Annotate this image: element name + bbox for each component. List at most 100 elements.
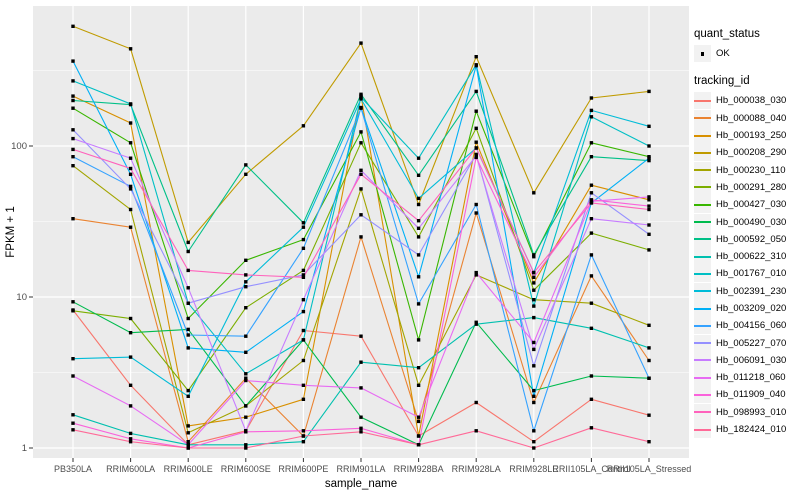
data-point [301, 309, 306, 314]
legend-label: Hb_005227_070 [716, 337, 787, 349]
data-point [359, 334, 363, 338]
data-point [416, 366, 421, 370]
data-point [647, 358, 651, 363]
data-point [71, 413, 75, 417]
legend-label: Hb_000038_030 [716, 95, 787, 107]
legend-key-line-icon [694, 151, 711, 154]
data-point [474, 322, 478, 326]
data-point [647, 144, 651, 148]
data-point [244, 404, 248, 408]
data-point [244, 430, 248, 434]
data-point [647, 195, 651, 199]
data-point [71, 147, 75, 152]
data-point [359, 106, 363, 110]
data-point [647, 124, 651, 128]
data-point [589, 426, 594, 430]
data-point [416, 338, 421, 342]
data-point [128, 47, 133, 51]
legend-label: Hb_000088_040 [716, 112, 787, 124]
legend-key-swatch [694, 317, 711, 335]
legend-label: Hb_000208_290 [716, 147, 787, 159]
data-point [359, 92, 363, 96]
data-point [589, 374, 594, 378]
legend-label: Hb_000490_030 [716, 216, 787, 228]
data-point [128, 184, 133, 189]
data-point [532, 191, 536, 195]
legend-label: Hb_000427_030 [716, 199, 787, 211]
data-point [416, 202, 421, 207]
legend-key-swatch [694, 230, 711, 248]
legend-item-Hb_182424_010: Hb_182424_010 [694, 421, 800, 439]
data-point [589, 191, 594, 195]
data-point [128, 121, 133, 125]
data-point [359, 97, 363, 101]
data-point [589, 201, 594, 205]
data-point [416, 434, 421, 438]
data-point [244, 273, 248, 277]
data-point [589, 217, 594, 221]
legend-key-swatch [694, 351, 711, 369]
legend-label: Hb_000193_250 [716, 130, 787, 142]
data-point [647, 440, 651, 444]
data-point [589, 397, 594, 401]
legend-key-line-icon [694, 428, 711, 431]
data-point [647, 198, 651, 202]
data-point [474, 155, 478, 160]
data-point [71, 374, 75, 378]
data-point [186, 431, 190, 435]
legend-item-Hb_000230_110: Hb_000230_110 [694, 161, 800, 179]
data-point [532, 315, 536, 320]
data-point [301, 275, 306, 279]
data-point [359, 141, 363, 145]
data-point [647, 89, 651, 94]
legend-label-ok: OK [716, 48, 730, 60]
data-point [647, 158, 651, 163]
data-point [186, 240, 190, 245]
data-point [71, 155, 75, 159]
legend-key-line-icon [694, 411, 711, 414]
data-point [359, 426, 363, 430]
data-point [128, 355, 133, 359]
data-point [589, 253, 594, 257]
legend-item-Hb_000088_040: Hb_000088_040 [694, 109, 800, 127]
data-point [71, 128, 75, 132]
data-point [71, 309, 75, 313]
data-point [589, 274, 594, 278]
legend-key-swatch [694, 213, 711, 231]
legend-key-line-icon [694, 134, 711, 137]
legend-key-swatch [694, 300, 711, 317]
legend-item-Hb_000490_030: Hb_000490_030 [694, 213, 800, 231]
data-point [474, 126, 478, 130]
data-point [589, 231, 594, 235]
x-tick-label: RRIM928BA [394, 464, 444, 474]
data-point [128, 383, 133, 387]
data-point [128, 404, 133, 408]
legend-key-swatch [694, 421, 711, 439]
data-point [532, 440, 536, 444]
data-point [71, 421, 75, 425]
data-point [589, 108, 594, 113]
data-point [301, 429, 306, 433]
data-point [532, 446, 536, 450]
data-point [128, 331, 133, 335]
data-point [301, 358, 306, 363]
data-point [647, 248, 651, 252]
legend-item-Hb_003209_020: Hb_003209_020 [694, 300, 800, 317]
data-point [301, 237, 306, 242]
data-point [244, 378, 248, 383]
data-point [416, 275, 421, 279]
data-point [416, 415, 421, 419]
data-point [359, 235, 363, 239]
data-point [532, 388, 536, 393]
data-point [474, 211, 478, 215]
legend-label: Hb_098993_010 [716, 406, 787, 418]
legend-label: Hb_001767_010 [716, 268, 787, 280]
data-point [301, 440, 306, 444]
data-point [532, 255, 536, 259]
legend-key-swatch [694, 334, 711, 352]
legend-key-swatch [694, 92, 711, 110]
data-point [647, 207, 651, 212]
legend-label: Hb_011909_040 [716, 389, 786, 401]
y-tick-label: 10 [16, 292, 27, 303]
data-point [589, 115, 594, 119]
